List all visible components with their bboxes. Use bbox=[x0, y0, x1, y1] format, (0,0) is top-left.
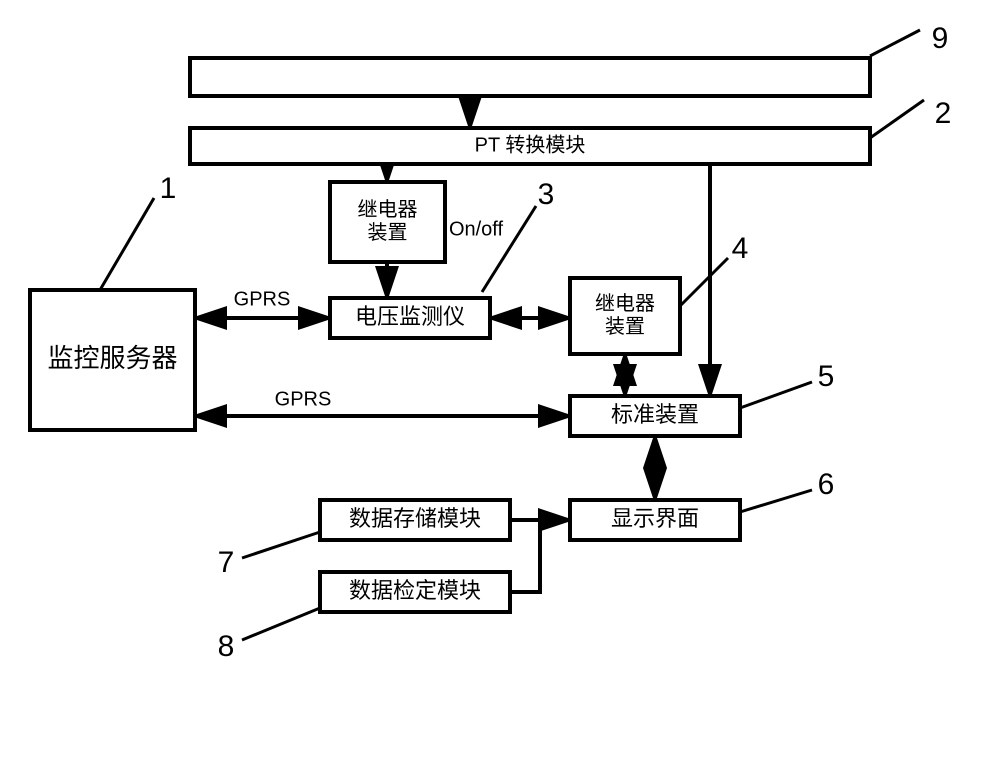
node-label: 监控服务器 bbox=[47, 343, 177, 373]
edge-label-gprs1: GPRS bbox=[234, 288, 291, 310]
node-label: 继电器 bbox=[595, 292, 655, 315]
node-n6_display: 显示界面 bbox=[570, 500, 740, 540]
callout-line-8 bbox=[242, 608, 320, 640]
node-n7_store: 数据存储模块 bbox=[320, 500, 510, 540]
node-label: 数据存储模块 bbox=[349, 506, 481, 531]
callout-line-9 bbox=[870, 30, 920, 56]
callout-number-2: 2 bbox=[935, 97, 952, 130]
node-n8_check: 数据检定模块 bbox=[320, 572, 510, 612]
callout-number-9: 9 bbox=[932, 22, 949, 55]
edge-label-gprs2: GPRS bbox=[275, 388, 332, 410]
node-n9_top bbox=[190, 58, 870, 96]
node-label: 装置 bbox=[368, 221, 408, 244]
callout-number-1: 1 bbox=[160, 172, 177, 205]
callout-line-1 bbox=[100, 198, 154, 290]
callout-line-5 bbox=[740, 382, 812, 408]
node-label: 电压监测仪 bbox=[355, 304, 465, 329]
node-label: 装置 bbox=[605, 315, 645, 338]
node-label: 标准装置 bbox=[611, 402, 699, 427]
node-n_monitor: 电压监测仪 bbox=[330, 298, 490, 338]
edge bbox=[510, 520, 540, 592]
callout-number-3: 3 bbox=[538, 178, 555, 211]
callout-number-4: 4 bbox=[732, 232, 749, 265]
node-n3_relay1: 继电器装置 bbox=[330, 182, 445, 262]
node-n4_relay2: 继电器装置 bbox=[570, 278, 680, 354]
node-n2_pt: PT 转换模块 bbox=[190, 128, 870, 164]
node-label: 继电器 bbox=[358, 198, 418, 221]
node-n5_standard: 标准装置 bbox=[570, 396, 740, 436]
callout-number-8: 8 bbox=[218, 630, 235, 663]
node-label: PT 转换模块 bbox=[475, 133, 586, 156]
node-label: 显示界面 bbox=[611, 506, 699, 531]
callout-line-6 bbox=[740, 490, 812, 512]
node-n1_server: 监控服务器 bbox=[30, 290, 195, 430]
callout-number-6: 6 bbox=[818, 468, 835, 501]
edge-label-onoff: On/off bbox=[449, 218, 504, 240]
callout-line-2 bbox=[870, 100, 924, 138]
callout-number-5: 5 bbox=[818, 360, 835, 393]
callout-number-7: 7 bbox=[218, 546, 235, 579]
node-label: 数据检定模块 bbox=[349, 578, 481, 603]
callout-line-4 bbox=[680, 258, 728, 306]
callout-line-7 bbox=[242, 532, 320, 558]
